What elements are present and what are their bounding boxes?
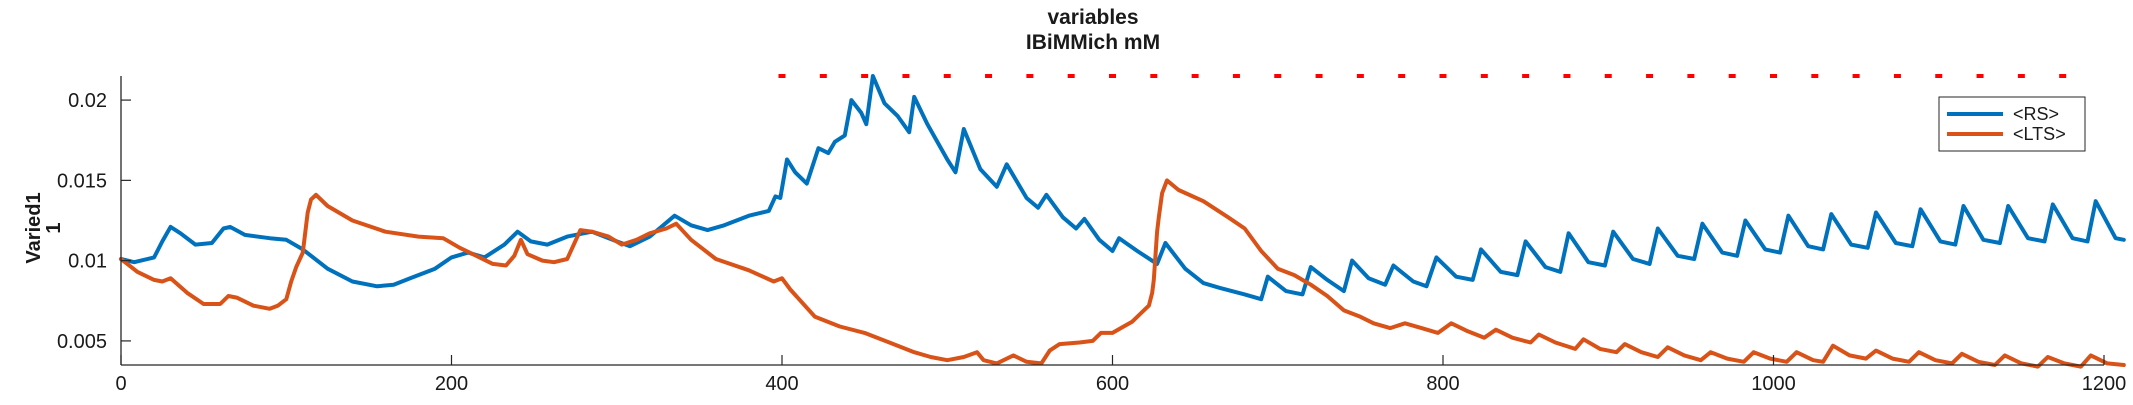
legend-box (1938, 96, 2086, 152)
x-tick-label: 1200 (2082, 373, 2127, 395)
y-tick-label: 0.015 (57, 170, 107, 192)
series-line-lts (119, 178, 2126, 369)
axes: 0 200 400 600 800 1000 1200 0.005 0.01 0.015 0.02 (57, 76, 2126, 395)
x-tick-label: 600 (1096, 373, 1129, 395)
legend: <RS><LTS> (1938, 96, 2086, 152)
y-tick-label: 0.005 (57, 331, 107, 353)
chart-title-line-2: IBiMMich mM (1026, 31, 1160, 54)
y-tick-label: 0.01 (68, 251, 107, 273)
y-tick-label: 0.02 (68, 90, 107, 112)
x-tick-label: 200 (435, 373, 468, 395)
series-line-rs (119, 74, 2126, 302)
legend-label: <LTS> (2013, 124, 2066, 144)
x-tick-label: 0 (115, 373, 126, 395)
y-axis-label: Varied1 1 (23, 192, 65, 263)
y-axis-label-line-1: Varied1 (23, 192, 45, 263)
x-tick-label: 1000 (1751, 373, 1796, 395)
legend-label: <RS> (2013, 104, 2059, 124)
series-lines (119, 74, 2126, 369)
x-tick-label: 400 (765, 373, 798, 395)
x-tick-label: 800 (1426, 373, 1459, 395)
y-axis-label-line-2: 1 (43, 222, 65, 233)
chart-title-line-1: variables (1047, 6, 1138, 29)
